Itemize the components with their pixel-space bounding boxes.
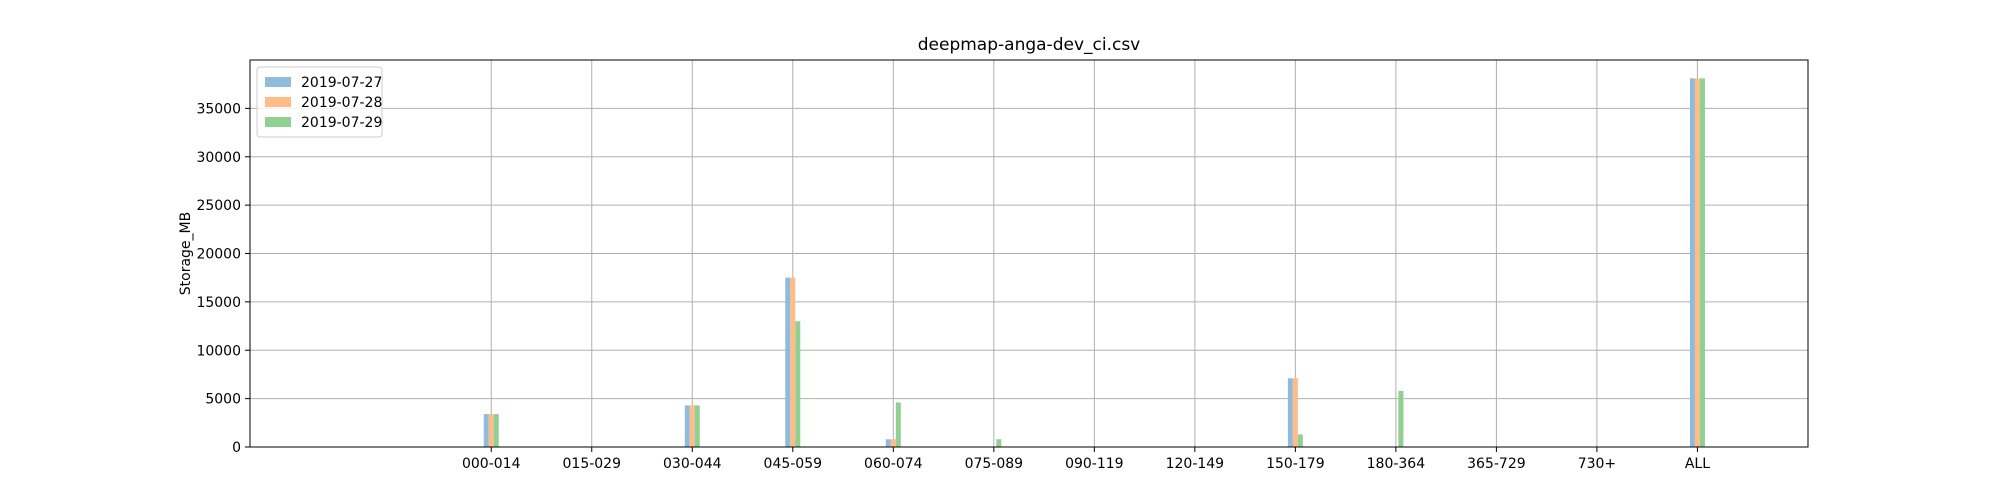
bar <box>694 405 700 447</box>
x-tick-label: 365-729 <box>1467 456 1526 472</box>
y-tick-label: 15000 <box>196 295 241 311</box>
x-tick-label: ALL <box>1685 456 1710 472</box>
bar <box>895 402 901 447</box>
grid <box>250 60 1808 448</box>
bar <box>996 439 1002 447</box>
legend-label: 2019-07-27 <box>301 75 382 91</box>
x-tick-label: 060-074 <box>864 456 923 472</box>
bar <box>684 405 690 447</box>
bar <box>1699 78 1705 447</box>
legend-swatch <box>265 97 291 107</box>
bar <box>1689 78 1695 447</box>
x-tick-label: 180-364 <box>1367 456 1426 472</box>
bar <box>1694 78 1700 447</box>
x-tick-label: 150-179 <box>1266 456 1325 472</box>
x-tick-label: 030-044 <box>663 456 722 472</box>
bar <box>1292 378 1298 447</box>
bar <box>1287 378 1293 447</box>
bar <box>795 321 801 447</box>
y-tick-label: 30000 <box>196 150 241 166</box>
x-tick-label: 015-029 <box>563 456 622 472</box>
legend-label: 2019-07-28 <box>301 95 382 111</box>
y-tick-label: 35000 <box>196 101 241 117</box>
y-axis-label: Storage_MB <box>178 212 194 295</box>
x-tick-label: 045-059 <box>764 456 823 472</box>
bar <box>483 414 489 447</box>
y-tick-label: 20000 <box>196 247 241 263</box>
x-tick-label: 120-149 <box>1166 456 1225 472</box>
bar <box>488 414 494 447</box>
x-tick-label: 000-014 <box>462 456 521 472</box>
bar <box>785 277 791 447</box>
y-tick-label: 10000 <box>196 343 241 359</box>
bar <box>1398 390 1404 447</box>
legend-swatch <box>265 117 291 127</box>
x-tick-label: 090-119 <box>1065 456 1124 472</box>
legend: 2019-07-27 2019-07-28 2019-07-29 <box>256 66 383 138</box>
y-tick-label: 25000 <box>196 198 241 214</box>
bar <box>885 439 891 447</box>
bar <box>493 414 499 447</box>
y-tick-label: 5000 <box>205 392 241 408</box>
x-tick-label: 730+ <box>1578 456 1616 472</box>
bar <box>689 405 695 447</box>
bar <box>790 277 796 447</box>
legend-label: 2019-07-29 <box>301 115 382 131</box>
bar <box>890 439 896 447</box>
y-tick-label: 0 <box>232 440 241 456</box>
legend-swatch <box>265 77 291 87</box>
axes: 0 5000 10000 15000 20000 25000 30000 35000 000-0… <box>196 101 1710 472</box>
x-tick-label: 075-089 <box>965 456 1024 472</box>
bar <box>1297 434 1303 447</box>
chart-title: deepmap-anga-dev_ci.csv <box>918 35 1141 55</box>
bars <box>483 78 1705 447</box>
